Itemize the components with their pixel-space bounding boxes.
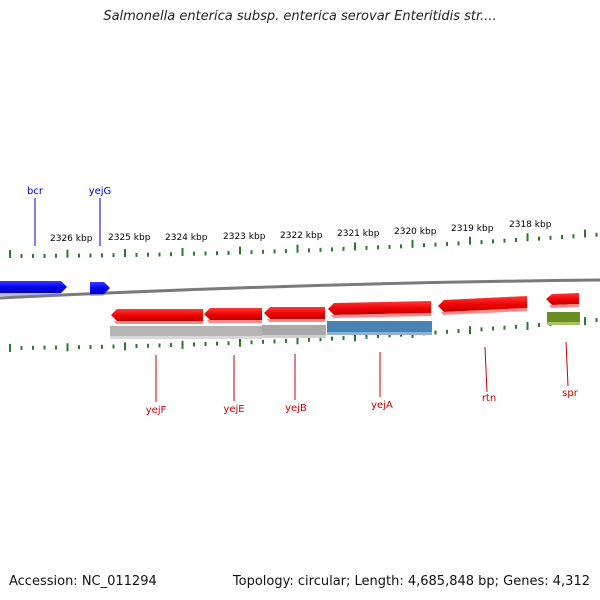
gene-feature-rtn[interactable] (438, 296, 527, 315)
scale-label-2324: 2324 kbp (165, 233, 208, 243)
gene-label-yejF[interactable]: yejF (146, 405, 167, 416)
feature-track-blue (327, 321, 432, 335)
feature-track-green (547, 312, 580, 325)
gene-label-yejA[interactable]: yejA (371, 400, 393, 411)
gene-feature-yejA[interactable] (328, 301, 431, 318)
accession-label: Accession: NC_011294 (9, 574, 157, 589)
scale-label-2326: 2326 kbp (50, 234, 93, 244)
gene-feature-spr[interactable] (546, 293, 579, 308)
feature-track-gray-right (262, 325, 326, 338)
scale-label-2322: 2322 kbp (280, 231, 323, 241)
scale-label-2320: 2320 kbp (394, 227, 437, 237)
gene-label-spr[interactable]: spr (562, 388, 579, 399)
gene-label-yejB[interactable]: yejB (285, 403, 307, 414)
scale-label-2323: 2323 kbp (223, 232, 266, 242)
gene-feature-bcr[interactable] (0, 281, 67, 296)
genome-summary: Topology: circular; Length: 4,685,848 bp… (232, 574, 590, 589)
gene-label-yejE[interactable]: yejE (223, 404, 244, 415)
leader-line-spr (565, 341, 569, 387)
gene-feature-yejG[interactable] (90, 282, 110, 296)
gene-feature-yejE[interactable] (204, 308, 262, 323)
gene-label-yejG[interactable]: yejG (89, 186, 112, 197)
genome-backbone (0, 278, 600, 300)
scale-label-2325: 2325 kbp (108, 233, 151, 243)
gene-label-rtn[interactable]: rtn (482, 393, 496, 404)
scale-label-2321: 2321 kbp (337, 229, 380, 239)
genome-title: Salmonella enterica subsp. enterica sero… (103, 9, 497, 24)
gene-label-bcr[interactable]: bcr (27, 186, 44, 197)
gene-feature-yejB[interactable] (264, 307, 325, 322)
scale-label-2319: 2319 kbp (451, 224, 494, 234)
scale-ticks-forward (9, 229, 598, 258)
leader-line-rtn (484, 346, 488, 393)
scale-label-2318: 2318 kbp (509, 220, 552, 230)
gene-feature-yejF[interactable] (111, 309, 203, 324)
feature-track-gray-left (110, 326, 262, 339)
